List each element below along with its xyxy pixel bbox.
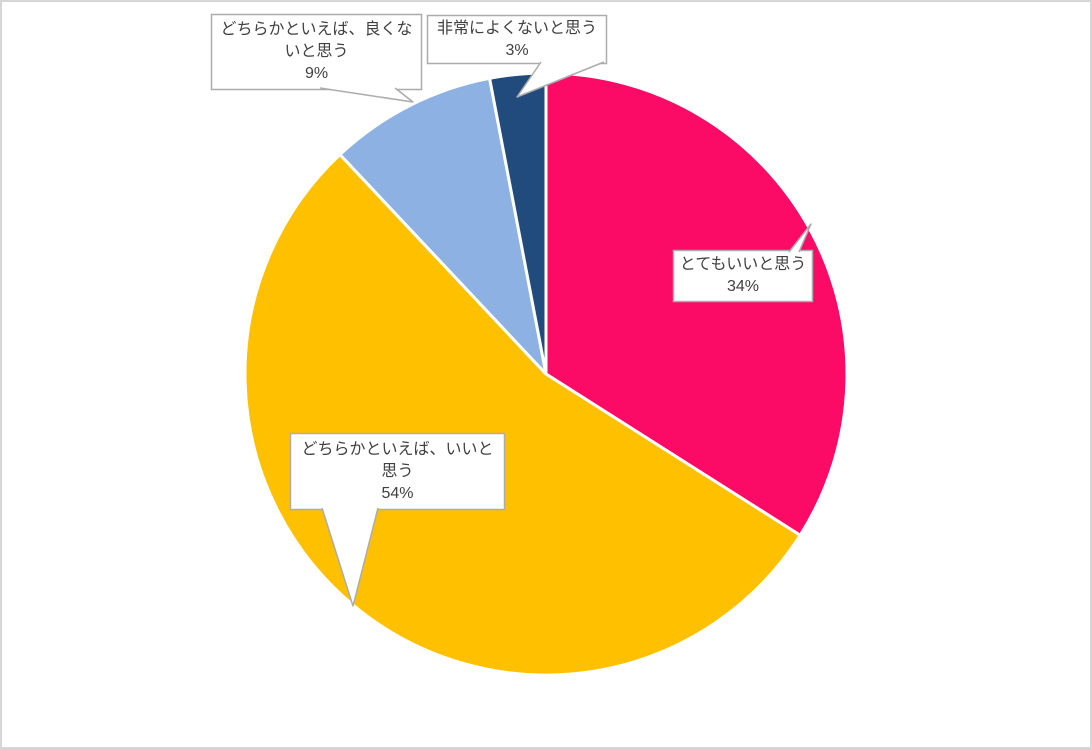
pie-slice-rather-good[interactable] <box>243 153 802 677</box>
callout-pointer-rather-good <box>321 507 379 607</box>
callout-box-rather-good[interactable] <box>289 432 506 511</box>
callout-pointer-very-good <box>788 223 812 253</box>
callout-box-very-good[interactable] <box>672 249 814 303</box>
callout-pointer-very-not-good <box>516 61 605 98</box>
pie-slice-rather-not-good[interactable] <box>338 76 548 376</box>
pie-slices <box>243 71 849 677</box>
callout-pointer-rather-not-good <box>319 87 414 103</box>
callout-box-rather-not-good[interactable] <box>210 13 423 91</box>
callout-box-very-not-good[interactable] <box>426 14 608 65</box>
pie-slice-very-good[interactable] <box>544 71 849 537</box>
